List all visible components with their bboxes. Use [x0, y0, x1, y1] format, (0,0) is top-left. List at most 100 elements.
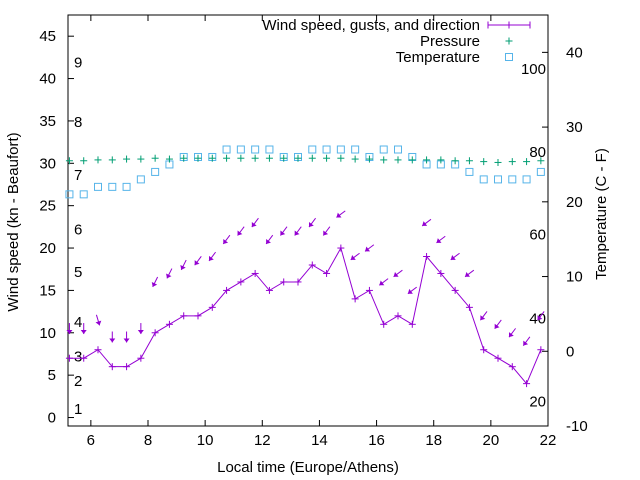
- temperature-point: [222, 145, 231, 154]
- temperature-point: [308, 145, 317, 154]
- pressure-point: [194, 154, 202, 162]
- arrow-head: [123, 338, 130, 343]
- temperature-point: [108, 182, 117, 191]
- pressure-point: [508, 158, 516, 166]
- temperature-point: [122, 182, 131, 191]
- pressure-point: [265, 154, 273, 162]
- temperature-point: [236, 145, 245, 154]
- wind-speed-point: [508, 363, 516, 371]
- arrow-head: [537, 315, 543, 321]
- y-tick-label: 15: [39, 282, 56, 299]
- wind-speed-point: [165, 320, 173, 328]
- y2-tick-label: 20: [566, 194, 583, 211]
- temperature-point: [94, 182, 102, 191]
- wind-speed-point: [123, 363, 131, 371]
- wind-direction-arrow: [294, 226, 302, 236]
- pressure-point: [80, 157, 88, 165]
- temperature-point: [465, 167, 474, 176]
- arrow-head: [151, 281, 158, 287]
- pressure-point: [94, 156, 102, 164]
- wind-speed-point: [280, 278, 288, 286]
- wind-speed-point: [351, 295, 359, 303]
- beaufort-label: 1: [74, 401, 82, 418]
- wind-speed-point: [208, 303, 216, 311]
- y-tick-label: 45: [39, 28, 56, 45]
- pressure-point: [237, 154, 245, 162]
- temperature-point: [522, 175, 531, 184]
- wind-speed-point: [265, 286, 273, 294]
- y2-axis-label: Temperature (C - F): [593, 148, 610, 280]
- wind-speed-point: [523, 380, 531, 388]
- wind-direction-arrow: [222, 234, 231, 245]
- pressure-point: [180, 154, 188, 162]
- pressure-point: [223, 154, 231, 162]
- wind-speed-point: [308, 261, 316, 269]
- arrow-head: [137, 330, 144, 335]
- arrow-head: [166, 273, 172, 279]
- temperature-point: [136, 175, 145, 184]
- fahrenheit-label: 60: [529, 227, 546, 244]
- wind-direction-arrow: [123, 331, 130, 343]
- y-tick-label: 0: [48, 410, 56, 427]
- x-tick-label: 18: [425, 432, 442, 449]
- wind-direction-arrow: [194, 256, 202, 266]
- legend: Wind speed, gusts, and directionPressure…: [262, 17, 531, 66]
- arrow-head: [436, 238, 442, 243]
- arrow-head: [393, 271, 399, 277]
- y2-tick-label: 30: [566, 119, 583, 136]
- wind-speed-point: [423, 253, 431, 261]
- pressure-point: [423, 156, 431, 164]
- wind-direction-arrow: [109, 331, 116, 343]
- x-tick-label: 8: [144, 432, 152, 449]
- wind-speed-line: [69, 246, 542, 385]
- wind-direction-arrow: [336, 210, 346, 218]
- wind-direction-arrow: [237, 226, 245, 236]
- x-tick-label: 12: [254, 432, 271, 449]
- pressure-point: [294, 154, 302, 162]
- beaufort-label: 6: [74, 221, 82, 238]
- y2-tick-label: 10: [566, 269, 583, 286]
- x-tick-label: 16: [368, 432, 385, 449]
- pressure-point: [65, 157, 73, 165]
- beaufort-label: 9: [74, 54, 82, 71]
- x-axis-label: Local time (Europe/Athens): [217, 459, 399, 476]
- legend-label: Temperature: [396, 49, 480, 66]
- legend-label: Pressure: [420, 33, 480, 50]
- wind-speed-point: [108, 363, 116, 371]
- wind-direction-arrow: [379, 278, 389, 286]
- temperature-point: [379, 145, 388, 154]
- pressure-point: [380, 156, 388, 164]
- wind-speed-point: [65, 354, 73, 362]
- wind-direction-arrow: [480, 311, 488, 321]
- arrow-head: [294, 230, 300, 236]
- temperature-point: [508, 175, 517, 184]
- arrow-head: [251, 222, 257, 228]
- wind-direction-arrow: [494, 319, 502, 330]
- fahrenheit-labels: 20406080100: [521, 61, 546, 411]
- arrow-head: [223, 238, 229, 244]
- wind-direction-arrow: [350, 252, 360, 261]
- wind-direction-arrow: [393, 269, 403, 278]
- wind-speed-point: [394, 312, 402, 320]
- wind-speed-point: [237, 278, 245, 286]
- wind-speed-point: [80, 354, 88, 362]
- y-tick-label: 10: [39, 325, 56, 342]
- arrow-head: [407, 288, 413, 294]
- arrow-head: [508, 332, 514, 338]
- arrow-head: [194, 260, 200, 266]
- wind-direction-arrow: [407, 286, 417, 295]
- arrow-head: [523, 340, 529, 346]
- temperature-point: [394, 145, 402, 154]
- pressure-point: [394, 156, 402, 164]
- temperature-point: [322, 145, 331, 154]
- plot-frame: [67, 14, 549, 427]
- y-axis-label: Wind speed (kn - Beaufort): [5, 132, 22, 311]
- wind-direction-arrow: [180, 259, 187, 271]
- y2-tick-label: 40: [566, 44, 583, 61]
- pressure-point: [137, 155, 145, 163]
- x-tick-label: 22: [540, 432, 557, 449]
- arrow-head: [450, 255, 456, 260]
- arrow-head: [480, 315, 486, 321]
- pressure-point: [280, 154, 288, 162]
- wind-speed-point: [437, 269, 445, 277]
